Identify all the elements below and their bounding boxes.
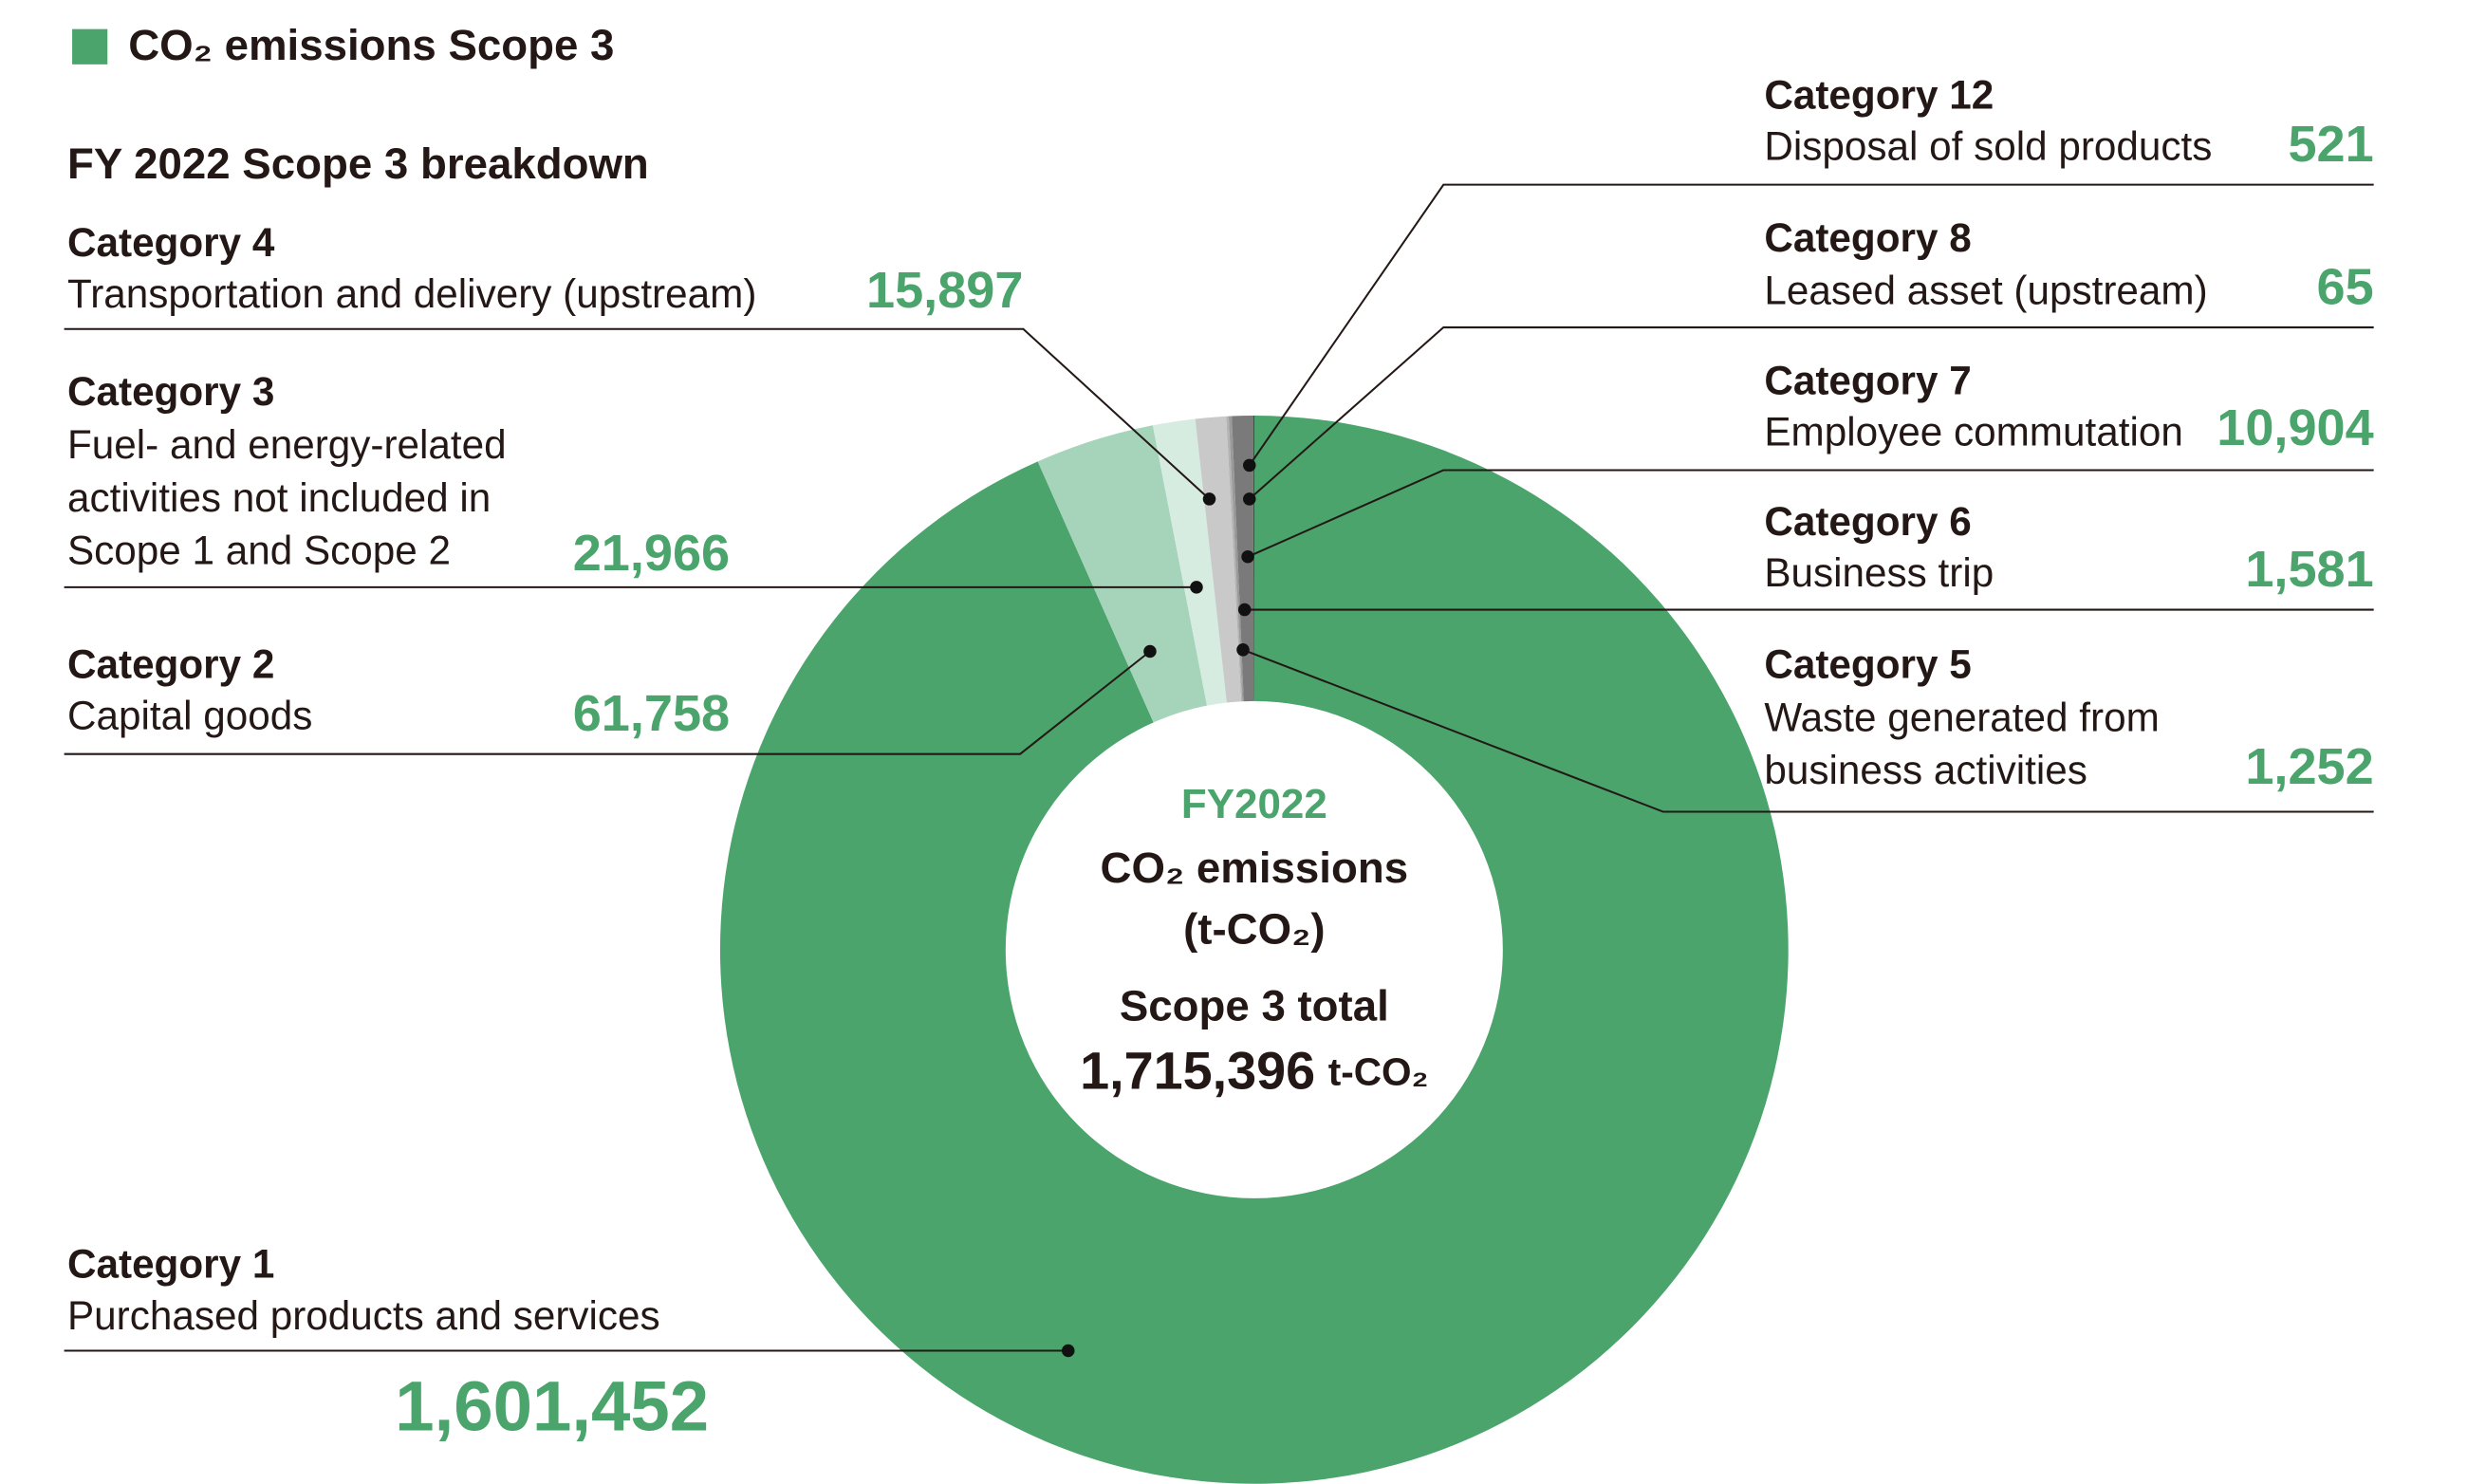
category-label: Category 5 xyxy=(1764,642,1971,687)
slice xyxy=(719,416,1789,1484)
value-label: 1,252 xyxy=(2245,738,2373,795)
total-unit: t-CO₂ xyxy=(1328,1049,1429,1093)
value-label: 1,581 xyxy=(2245,541,2373,598)
center-text: Scope 3 total xyxy=(1120,981,1389,1030)
slice xyxy=(1195,416,1242,711)
category-label: Category 2 xyxy=(67,642,274,687)
leader-dot xyxy=(1061,1344,1075,1358)
category-description: Scope 1 and Scope 2 xyxy=(67,529,451,573)
value-label: 1,601,452 xyxy=(395,1366,709,1445)
category-description: Fuel- and energy-related xyxy=(67,422,507,467)
category-label: Category 3 xyxy=(67,369,274,414)
leader-dot xyxy=(1237,603,1252,617)
center-total: 1,715,396 t-CO₂ xyxy=(1080,1041,1428,1100)
value-label: 15,897 xyxy=(866,262,1023,319)
category-label: Category 12 xyxy=(1764,72,1994,117)
leader-dot xyxy=(1241,550,1254,564)
leader-dot xyxy=(1236,643,1250,657)
slice xyxy=(1152,418,1228,714)
category-label: Category 4 xyxy=(67,220,275,265)
center-text: FY2022 xyxy=(1181,781,1327,827)
value-label: 65 xyxy=(2317,258,2374,315)
leader-dot xyxy=(1243,458,1256,473)
value-label: 10,904 xyxy=(2217,399,2373,456)
category-description: Transportation and delivery (upstream) xyxy=(67,271,756,316)
slice xyxy=(1037,425,1209,731)
value-label: 21,966 xyxy=(573,525,730,582)
category-description: Business trip xyxy=(1764,550,1994,595)
leader-dot xyxy=(1190,581,1203,594)
leader-dot xyxy=(1143,644,1157,659)
category-description: Waste generated from xyxy=(1764,695,2159,739)
leader-line xyxy=(1247,469,2374,558)
donut xyxy=(719,416,1789,1484)
category-description: Capital goods xyxy=(67,694,312,738)
leader-dot xyxy=(1243,492,1256,506)
category-description: Employee commutation xyxy=(1764,409,2182,454)
category-description: activities not included in xyxy=(67,475,491,520)
chart-title: FY 2022 Scope 3 breakdown xyxy=(67,139,649,188)
category-description: Purchased products and services xyxy=(67,1293,660,1338)
slice xyxy=(1228,416,1245,710)
leader-line xyxy=(1242,648,2374,813)
legend-swatch xyxy=(72,28,108,65)
value-label: 61,758 xyxy=(573,685,730,742)
legend-label: CO₂ emissions Scope 3 xyxy=(128,21,614,69)
total-value: 1,715,396 xyxy=(1080,1041,1315,1100)
slice xyxy=(1252,416,1254,710)
category-description: Leased asset (upstream) xyxy=(1764,269,2207,313)
category-label: Category 6 xyxy=(1764,499,1971,544)
slice xyxy=(1232,416,1254,710)
category-label: Category 1 xyxy=(67,1242,274,1287)
category-label: Category 7 xyxy=(1764,358,1971,402)
leader-dot xyxy=(1202,492,1216,506)
value-label: 521 xyxy=(2288,116,2373,173)
leader-line xyxy=(64,650,1151,755)
leader-line xyxy=(64,327,1211,500)
category-description: business activities xyxy=(1764,748,2087,792)
category-label: Category 8 xyxy=(1764,215,1971,260)
center-text: CO₂ emissions xyxy=(1101,844,1409,892)
donut-hole xyxy=(1005,700,1503,1198)
slice xyxy=(1252,416,1254,710)
leader-line xyxy=(1248,183,2374,466)
center-text: (t-CO₂) xyxy=(1183,904,1325,953)
leader-line xyxy=(1249,326,2374,500)
slice xyxy=(1226,416,1243,710)
category-description: Disposal of sold products xyxy=(1764,124,2212,169)
